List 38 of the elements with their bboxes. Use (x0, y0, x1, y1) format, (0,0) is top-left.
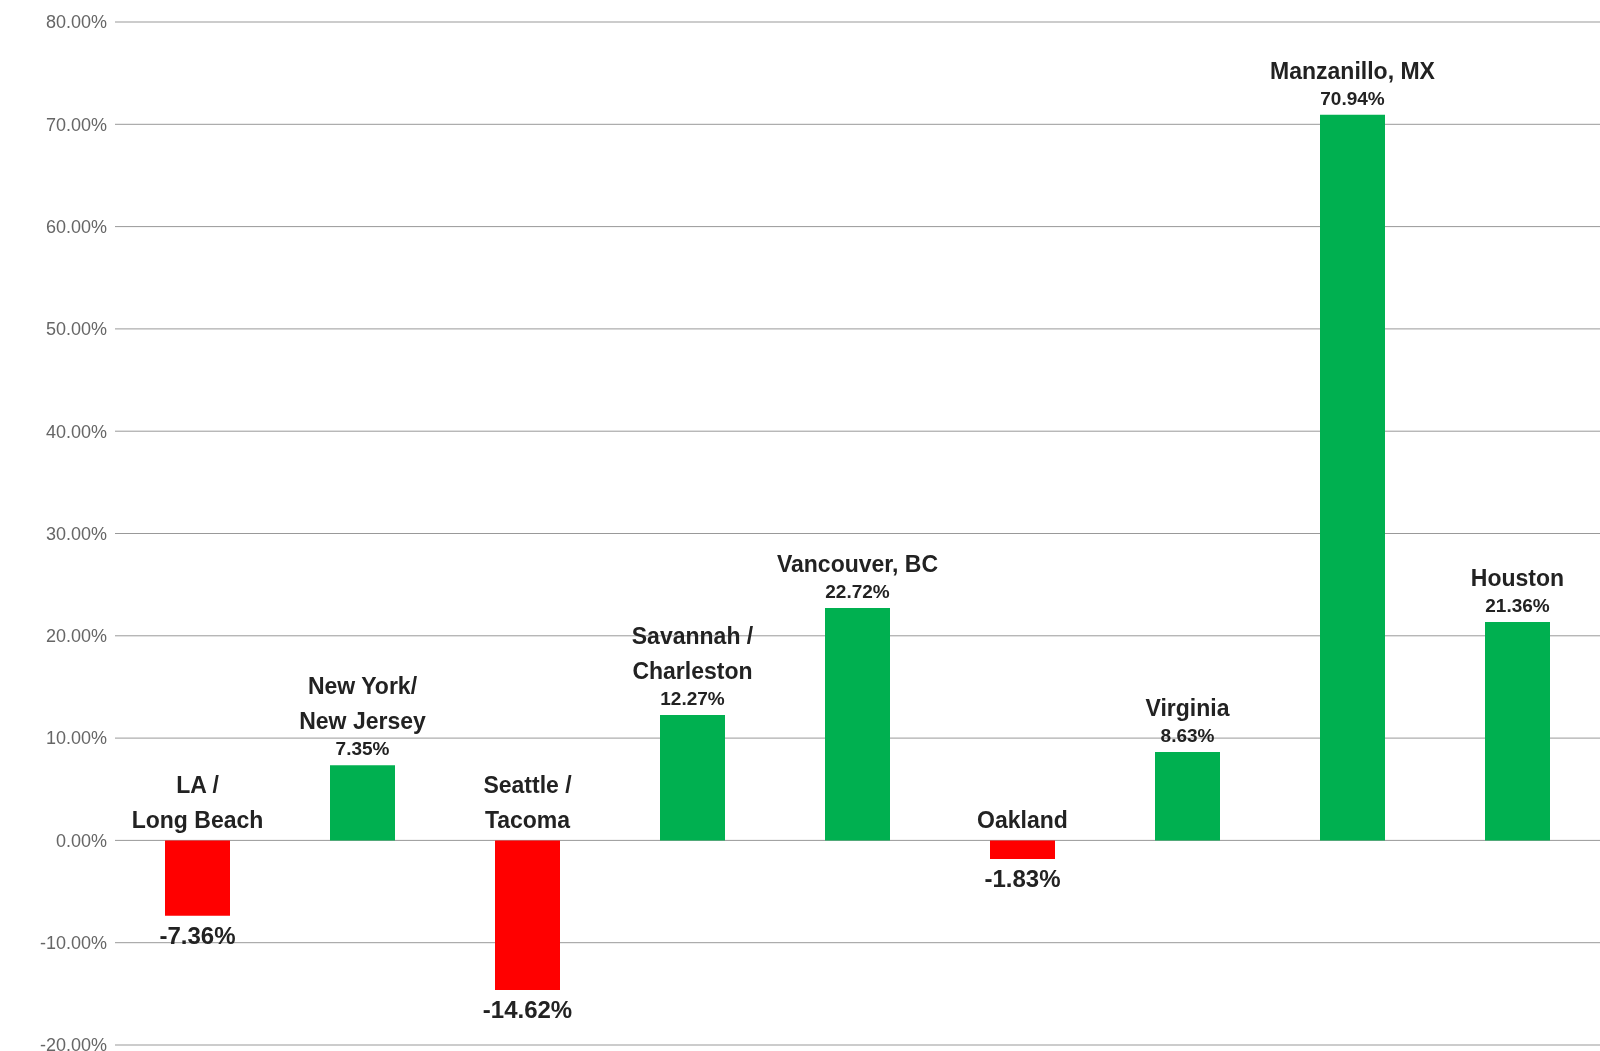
bar (990, 840, 1055, 860)
y-tick-label: -10.00% (39, 933, 107, 954)
data-label: 22.72% (825, 580, 890, 602)
y-tick-label: 80.00% (45, 12, 107, 33)
x-tick-label: Seattle / Tacoma (483, 772, 573, 834)
y-tick-label: 10.00% (45, 728, 107, 749)
x-tick-label: Vancouver, BC (776, 550, 939, 577)
bar (660, 714, 725, 841)
bar (495, 840, 560, 990)
x-tick-label: New York/ New Jersey (299, 673, 426, 735)
bar (1320, 114, 1385, 841)
x-tick-label: Houston (1470, 564, 1565, 591)
y-tick-label: 60.00% (45, 216, 107, 237)
x-tick-label: Oakland (977, 807, 1068, 834)
x-tick-label: LA / Long Beach (131, 772, 264, 834)
y-tick-label: 0.00% (55, 830, 107, 851)
y-tick-label: 40.00% (45, 421, 107, 442)
bar (330, 765, 395, 841)
x-tick-label: Manzanillo, MX (1270, 57, 1436, 84)
x-tick-label: Savannah / Charleston (631, 622, 754, 684)
data-label: -14.62% (482, 995, 573, 1023)
y-tick-label: 50.00% (45, 319, 107, 340)
bar (1485, 621, 1550, 841)
data-label: 7.35% (335, 738, 390, 760)
bar (825, 607, 890, 841)
data-label: 12.27% (660, 687, 725, 709)
bar (1155, 752, 1220, 841)
data-label: -7.36% (159, 921, 236, 949)
y-tick-label: -20.00% (39, 1035, 107, 1051)
y-tick-label: 30.00% (45, 523, 107, 544)
y-tick-label: 70.00% (45, 114, 107, 135)
data-label: -1.83% (984, 865, 1061, 893)
x-tick-label: Virginia (1145, 695, 1230, 722)
data-label: 70.94% (1320, 87, 1385, 109)
data-label: 21.36% (1485, 594, 1550, 616)
y-tick-label: 20.00% (45, 626, 107, 647)
data-label: 8.63% (1160, 725, 1215, 747)
bar (165, 840, 230, 916)
